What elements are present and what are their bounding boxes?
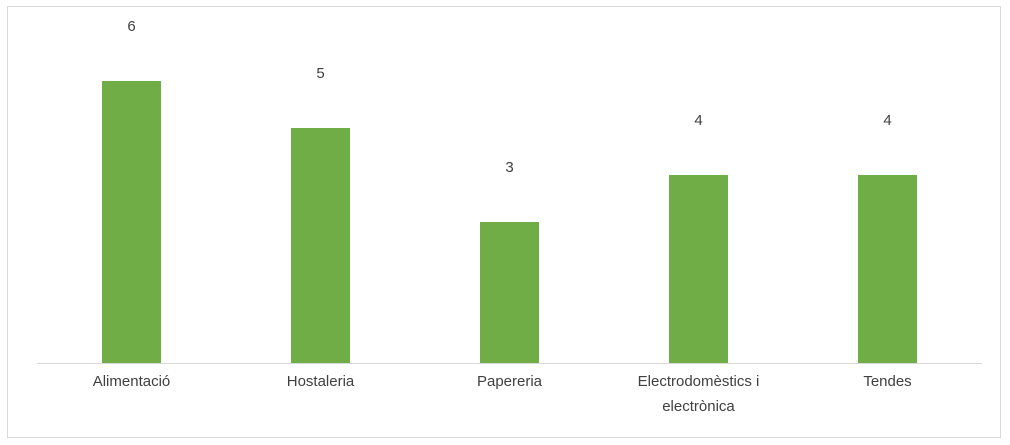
bar-3 xyxy=(669,175,728,363)
x-tick-label-0: Alimentació xyxy=(93,373,171,390)
bars-group xyxy=(102,81,917,363)
data-label-4: 4 xyxy=(883,112,891,129)
x-tick-label-3-line-1: electrònica xyxy=(662,398,735,415)
data-labels-group: 6 5 3 4 4 xyxy=(127,18,891,176)
x-tick-label-3-line-0: Electrodomèstics i xyxy=(638,373,760,390)
bar-4 xyxy=(858,175,917,363)
data-label-0: 6 xyxy=(127,18,135,35)
bar-0 xyxy=(102,81,161,363)
bar-1 xyxy=(291,128,350,363)
x-tick-label-2: Papereria xyxy=(477,373,543,390)
bar-2 xyxy=(480,222,539,363)
x-tick-label-1: Hostaleria xyxy=(287,373,355,390)
data-label-1: 5 xyxy=(316,65,324,82)
x-tick-labels-group: Alimentació Hostaleria Papereria Electrodom… xyxy=(93,373,912,415)
x-tick-label-4: Tendes xyxy=(863,373,911,390)
data-label-3: 4 xyxy=(694,112,702,129)
data-label-2: 3 xyxy=(505,159,513,176)
